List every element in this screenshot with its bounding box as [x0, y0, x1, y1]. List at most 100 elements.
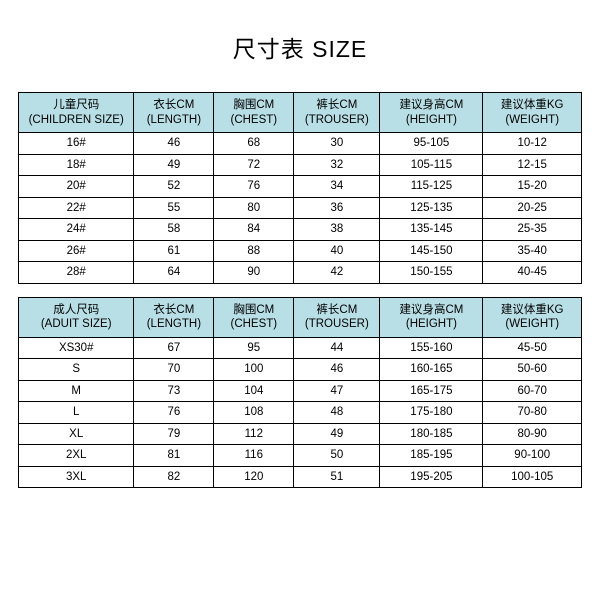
cell-trouser: 46 — [294, 359, 380, 381]
cell-weight: 10-12 — [483, 133, 582, 155]
cell-chest: 90 — [214, 262, 294, 284]
cell-size: M — [19, 380, 134, 402]
cell-trouser: 40 — [294, 240, 380, 262]
col-label-en: (ADUIT SIZE) — [19, 317, 133, 331]
table-row: XL 79 112 49 180-185 80-90 — [19, 423, 582, 445]
cell-length: 82 — [134, 466, 214, 488]
gap-row — [19, 283, 582, 297]
col-label-cn: 建议体重KG — [483, 98, 581, 112]
table-row: 24# 58 84 38 135-145 25-35 — [19, 219, 582, 241]
table-row: M 73 104 47 165-175 60-70 — [19, 380, 582, 402]
cell-height: 160-165 — [380, 359, 483, 381]
cell-trouser: 48 — [294, 402, 380, 424]
cell-weight: 15-20 — [483, 176, 582, 198]
cell-weight: 60-70 — [483, 380, 582, 402]
cell-height: 185-195 — [380, 445, 483, 467]
table-row: L 76 108 48 175-180 70-80 — [19, 402, 582, 424]
cell-length: 55 — [134, 197, 214, 219]
cell-height: 155-160 — [380, 337, 483, 359]
col-height: 建议身高CM (HEIGHT) — [380, 93, 483, 133]
cell-length: 81 — [134, 445, 214, 467]
cell-trouser: 30 — [294, 133, 380, 155]
cell-chest: 100 — [214, 359, 294, 381]
col-label-en: (CHEST) — [214, 317, 293, 331]
cell-weight: 12-15 — [483, 154, 582, 176]
cell-trouser: 50 — [294, 445, 380, 467]
cell-height: 165-175 — [380, 380, 483, 402]
cell-weight: 70-80 — [483, 402, 582, 424]
col-label-en: (HEIGHT) — [380, 113, 482, 127]
size-table: 儿童尺码 (CHILDREN SIZE) 衣长CM (LENGTH) 胸围CM … — [18, 92, 582, 488]
cell-height: 180-185 — [380, 423, 483, 445]
col-label-cn: 建议身高CM — [380, 303, 482, 317]
cell-height: 125-135 — [380, 197, 483, 219]
cell-height: 115-125 — [380, 176, 483, 198]
cell-trouser: 47 — [294, 380, 380, 402]
cell-chest: 76 — [214, 176, 294, 198]
col-adult-size: 成人尺码 (ADUIT SIZE) — [19, 297, 134, 337]
cell-trouser: 34 — [294, 176, 380, 198]
table-row: 20# 52 76 34 115-125 15-20 — [19, 176, 582, 198]
col-label-cn: 建议体重KG — [483, 303, 581, 317]
cell-size: 16# — [19, 133, 134, 155]
cell-length: 70 — [134, 359, 214, 381]
cell-size: 3XL — [19, 466, 134, 488]
cell-weight: 90-100 — [483, 445, 582, 467]
cell-weight: 80-90 — [483, 423, 582, 445]
cell-size: XL — [19, 423, 134, 445]
cell-size: 28# — [19, 262, 134, 284]
cell-weight: 25-35 — [483, 219, 582, 241]
col-label-cn: 建议身高CM — [380, 98, 482, 112]
cell-weight: 100-105 — [483, 466, 582, 488]
cell-length: 64 — [134, 262, 214, 284]
cell-size: 26# — [19, 240, 134, 262]
col-label-en: (WEIGHT) — [483, 317, 581, 331]
col-trouser: 裤长CM (TROUSER) — [294, 93, 380, 133]
col-length: 衣长CM (LENGTH) — [134, 297, 214, 337]
cell-size: S — [19, 359, 134, 381]
cell-trouser: 51 — [294, 466, 380, 488]
cell-chest: 88 — [214, 240, 294, 262]
cell-chest: 84 — [214, 219, 294, 241]
cell-chest: 108 — [214, 402, 294, 424]
children-header-row: 儿童尺码 (CHILDREN SIZE) 衣长CM (LENGTH) 胸围CM … — [19, 93, 582, 133]
col-length: 衣长CM (LENGTH) — [134, 93, 214, 133]
col-children-size: 儿童尺码 (CHILDREN SIZE) — [19, 93, 134, 133]
adult-header-row: 成人尺码 (ADUIT SIZE) 衣长CM (LENGTH) 胸围CM (CH… — [19, 297, 582, 337]
page-title: 尺寸表 SIZE — [18, 30, 582, 64]
table-row: 3XL 82 120 51 195-205 100-105 — [19, 466, 582, 488]
col-label-en: (CHEST) — [214, 113, 293, 127]
col-weight: 建议体重KG (WEIGHT) — [483, 93, 582, 133]
table-row: 18# 49 72 32 105-115 12-15 — [19, 154, 582, 176]
cell-chest: 104 — [214, 380, 294, 402]
size-chart-container: 尺寸表 SIZE 儿童尺码 (CHILDREN SIZE) 衣长CM (LENG… — [0, 0, 600, 488]
col-label-cn: 儿童尺码 — [19, 98, 133, 112]
cell-size: 20# — [19, 176, 134, 198]
cell-chest: 120 — [214, 466, 294, 488]
cell-size: 24# — [19, 219, 134, 241]
cell-height: 95-105 — [380, 133, 483, 155]
cell-height: 135-145 — [380, 219, 483, 241]
col-height: 建议身高CM (HEIGHT) — [380, 297, 483, 337]
cell-chest: 80 — [214, 197, 294, 219]
gap-cell — [19, 283, 582, 297]
table-row: S 70 100 46 160-165 50-60 — [19, 359, 582, 381]
cell-length: 61 — [134, 240, 214, 262]
table-row: 2XL 81 116 50 185-195 90-100 — [19, 445, 582, 467]
col-label-cn: 胸围CM — [214, 98, 293, 112]
cell-length: 58 — [134, 219, 214, 241]
table-row: 26# 61 88 40 145-150 35-40 — [19, 240, 582, 262]
cell-length: 49 — [134, 154, 214, 176]
col-label-en: (WEIGHT) — [483, 113, 581, 127]
cell-size: 18# — [19, 154, 134, 176]
col-weight: 建议体重KG (WEIGHT) — [483, 297, 582, 337]
cell-weight: 35-40 — [483, 240, 582, 262]
cell-trouser: 42 — [294, 262, 380, 284]
cell-length: 46 — [134, 133, 214, 155]
cell-chest: 116 — [214, 445, 294, 467]
cell-size: XS30# — [19, 337, 134, 359]
cell-length: 73 — [134, 380, 214, 402]
cell-size: 22# — [19, 197, 134, 219]
table-row: XS30# 67 95 44 155-160 45-50 — [19, 337, 582, 359]
col-label-cn: 裤长CM — [294, 98, 379, 112]
